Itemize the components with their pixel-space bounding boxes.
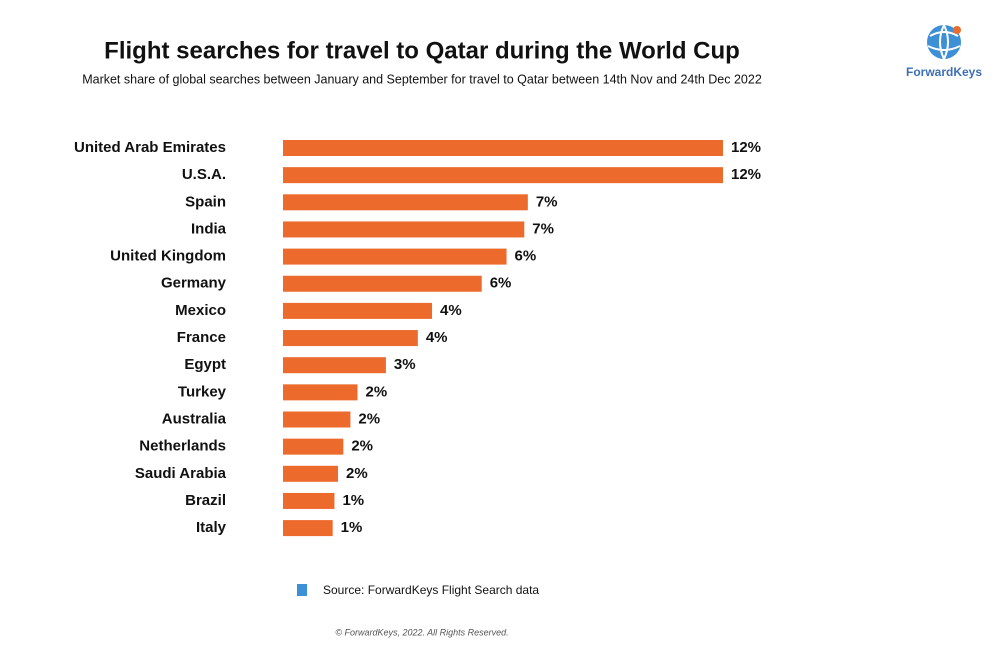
bar — [283, 330, 418, 347]
category-label: Italy — [196, 519, 227, 536]
value-label: 12% — [731, 139, 761, 156]
value-label: 4% — [426, 329, 448, 346]
value-label: 2% — [346, 465, 368, 482]
value-label: 6% — [515, 248, 537, 265]
value-label: 7% — [536, 193, 558, 210]
category-label: France — [177, 329, 226, 346]
category-label: Netherlands — [139, 438, 226, 455]
value-label: 7% — [532, 220, 554, 237]
bar — [283, 520, 333, 537]
category-label: Mexico — [175, 302, 226, 319]
value-label: 3% — [394, 356, 416, 373]
logo-icon — [927, 24, 961, 60]
source: Source: ForwardKeys Flight Search data — [323, 583, 539, 597]
bar — [283, 194, 528, 211]
bar — [283, 492, 335, 509]
value-label: 4% — [440, 302, 462, 319]
bar — [283, 275, 482, 292]
bar — [283, 465, 338, 482]
copyright: © ForwardKeys, 2022. All Rights Reserved… — [335, 627, 508, 637]
category-label: Turkey — [178, 383, 227, 400]
chart-subtitle: Market share of global searches between … — [82, 72, 762, 86]
value-label: 12% — [731, 166, 761, 183]
bar — [283, 357, 386, 374]
bar — [283, 411, 351, 428]
category-label: Brazil — [185, 492, 226, 509]
category-label: Spain — [185, 193, 226, 210]
category-label: Saudi Arabia — [135, 465, 227, 482]
bar — [283, 167, 723, 184]
value-label: 2% — [366, 383, 388, 400]
category-label: Egypt — [184, 356, 226, 373]
value-label: 2% — [358, 410, 380, 427]
value-label: 2% — [351, 438, 373, 455]
value-label: 6% — [490, 275, 512, 292]
logo-text: ForwardKeys — [906, 65, 982, 79]
chart-title: Flight searches for travel to Qatar duri… — [104, 37, 740, 64]
category-label: United Kingdom — [110, 248, 226, 265]
bar — [283, 438, 344, 455]
bar — [283, 302, 433, 319]
bar — [283, 384, 358, 401]
value-label: 1% — [341, 519, 363, 536]
category-label: India — [191, 220, 227, 237]
category-label: Australia — [162, 410, 227, 427]
bar — [283, 140, 723, 156]
bar — [283, 221, 525, 238]
bar — [283, 248, 507, 265]
source-icon — [297, 584, 307, 596]
value-label: 1% — [342, 492, 364, 509]
category-label: Germany — [161, 275, 227, 292]
category-label: U.S.A. — [182, 166, 226, 183]
category-label: United Arab Emirates — [74, 139, 226, 156]
